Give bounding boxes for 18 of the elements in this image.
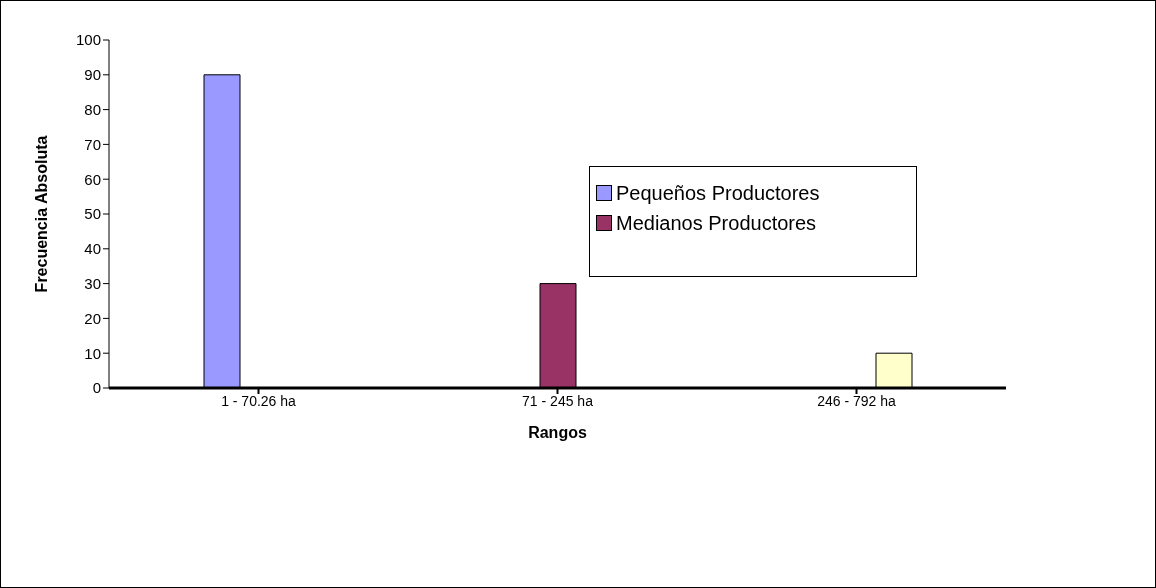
y-tick-label: 30 xyxy=(84,274,101,292)
y-tick-label: 40 xyxy=(84,240,101,258)
y-axis-title: Frecuencia Absoluta xyxy=(32,135,50,293)
y-tick-label: 80 xyxy=(84,100,101,118)
y-tick-label: 100 xyxy=(75,31,101,49)
x-tick-label: 1 - 70.26 ha xyxy=(221,392,297,409)
x-tick-label: 71 - 245 ha xyxy=(522,392,594,409)
legend-label: Pequeños Productores xyxy=(616,181,820,205)
y-tick-label: 20 xyxy=(84,309,101,327)
y-tick-label: 10 xyxy=(84,344,101,362)
y-tick-label: 0 xyxy=(92,379,101,397)
y-tick-label: 50 xyxy=(84,205,101,223)
y-tick-label: 70 xyxy=(84,135,101,153)
x-tick-label: 246 - 792 ha xyxy=(817,392,897,409)
legend-label: Medianos Productores xyxy=(616,211,817,235)
x-axis-title: Rangos xyxy=(528,424,587,441)
y-tick-label: 90 xyxy=(84,66,101,84)
y-tick-label: 60 xyxy=(84,170,101,188)
